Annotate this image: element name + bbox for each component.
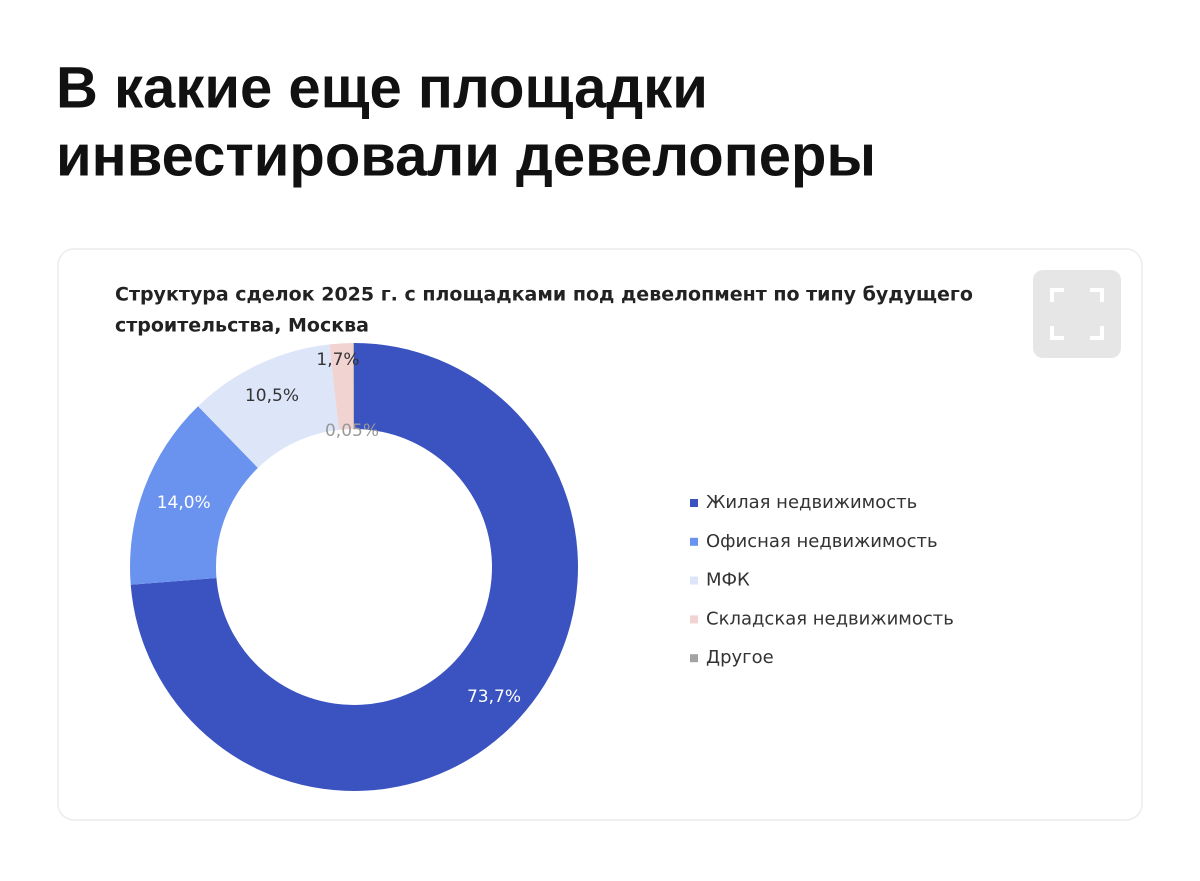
value-label: 1,7% [316,350,359,370]
legend-swatch [690,499,698,507]
donut-segment [353,343,354,430]
expand-icon[interactable] [1050,288,1104,340]
donut-segment [130,406,258,585]
value-label: 14,0% [157,493,211,513]
legend-swatch [690,576,698,585]
expand-button-bg[interactable] [1033,270,1121,358]
heading-line: инвестировали девелоперы [56,123,876,188]
legend-label: Жилая недвижимость [706,492,917,513]
donut-segment [198,344,339,468]
expand-button[interactable] [1033,270,1121,358]
donut-segment [329,343,354,430]
donut-segment [130,343,579,791]
legend-swatch [690,654,698,663]
legend-label: Другое [706,647,774,668]
heading-line: В какие еще площадки [56,55,708,120]
chart-title: Структура сделок 2025 г. с площадками по… [115,284,973,306]
value-label: 0,05% [325,421,379,441]
chart-title: строительства, Москва [115,315,369,337]
value-label: 73,7% [467,687,521,707]
legend-swatch [690,615,698,624]
legend-label: МФК [706,570,750,591]
value-label: 10,5% [245,386,299,406]
legend-swatch [690,537,698,546]
legend-label: Офисная недвижимость [706,531,938,552]
legend-label: Складская недвижимость [706,608,954,629]
